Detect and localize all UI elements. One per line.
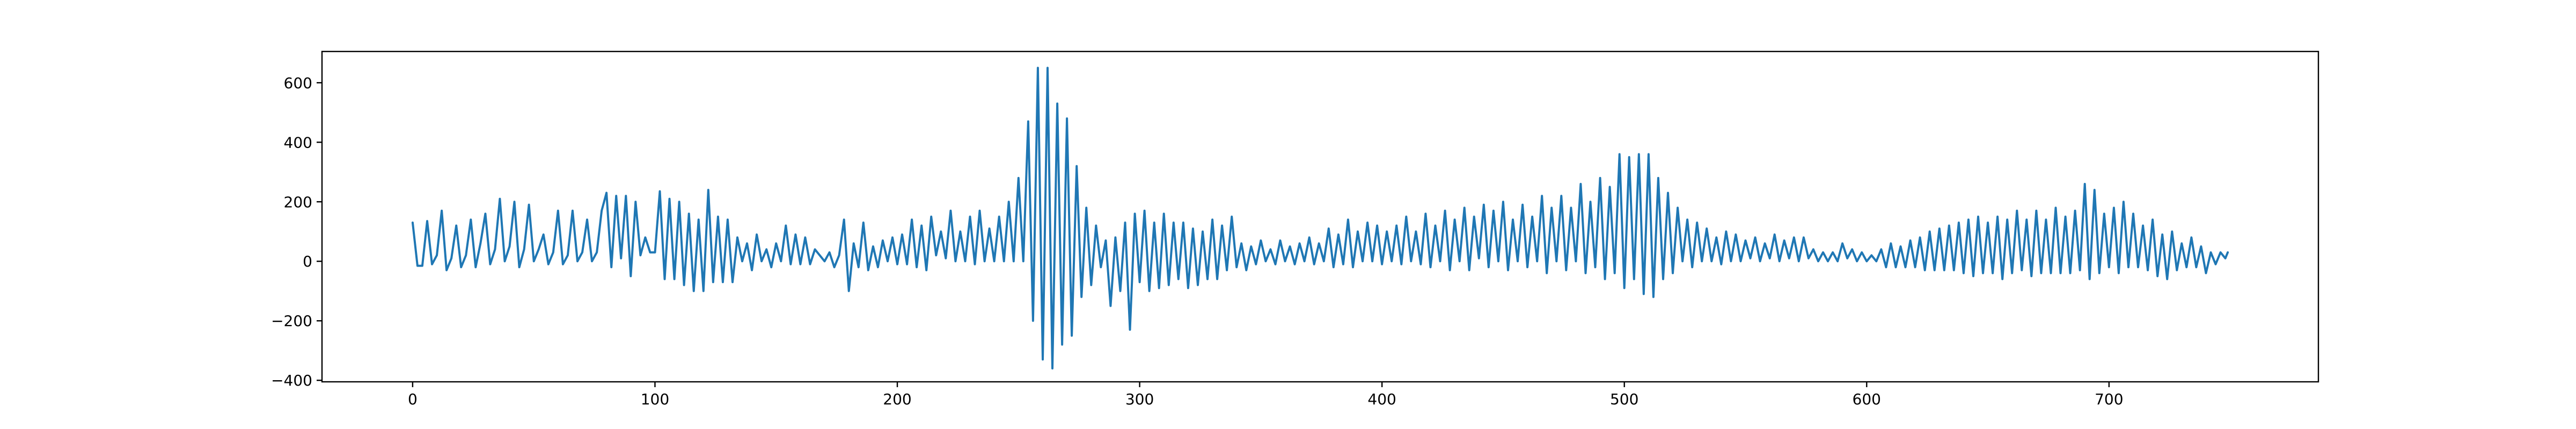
x-tick-label: 400	[1367, 390, 1396, 408]
y-tick-label: 600	[284, 74, 312, 92]
y-tick-label: 0	[303, 253, 312, 270]
x-tick-label: 600	[1853, 390, 1881, 408]
plot-area	[411, 66, 2229, 369]
y-axis-ticks: −400 −200 0 200 400 600	[271, 74, 322, 389]
x-axis-ticks: 0 100 200 300 400 500 600 700	[408, 382, 2124, 408]
y-tick-label: 400	[284, 134, 312, 151]
axes-frame	[321, 50, 2319, 383]
x-tick-label: 700	[2095, 390, 2123, 408]
x-tick-label: 100	[641, 390, 669, 408]
y-tick-label: −200	[271, 312, 312, 330]
series-line-0	[411, 66, 2229, 369]
x-tick-label: 300	[1125, 390, 1154, 408]
y-tick-label: 200	[284, 193, 312, 211]
x-tick-label: 0	[408, 390, 418, 408]
x-tick-label: 200	[883, 390, 911, 408]
x-tick-label: 500	[1610, 390, 1638, 408]
y-tick-label: −400	[271, 372, 312, 389]
